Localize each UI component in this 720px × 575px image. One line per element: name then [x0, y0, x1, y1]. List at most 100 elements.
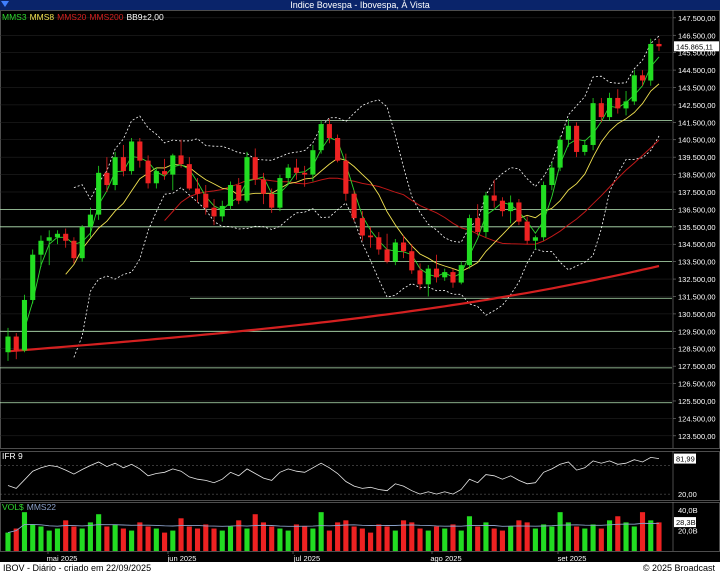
candle-body: [260, 179, 267, 194]
menu-arrow-icon[interactable]: [1, 1, 9, 7]
candle-body: [574, 125, 580, 152]
volume-bar: [79, 528, 85, 551]
volume-bar: [400, 520, 407, 551]
candle-body: [433, 268, 440, 278]
candle-body: [244, 157, 250, 201]
candle-body: [269, 193, 275, 208]
y-tick-label: 125.500,00: [678, 397, 716, 406]
ifr-tick-label: 20,00: [678, 490, 697, 499]
chart-area[interactable]: 123.500,00 124.500,00 125.500,00 126.500,00…: [0, 10, 720, 562]
candle-body: [145, 160, 151, 184]
candle-body: [475, 218, 481, 233]
volume-tick-label: 20,0B: [678, 527, 698, 536]
volume-bar: [63, 520, 69, 551]
volume-bar: [392, 530, 398, 551]
bollinger-lower-line: [73, 135, 660, 358]
volume-bar: [87, 522, 93, 551]
volume-bar: [302, 526, 308, 551]
candle-body: [400, 242, 407, 252]
candle-body: [13, 336, 19, 351]
volume-bar: [203, 524, 209, 551]
candle-body: [466, 218, 473, 266]
bollinger-upper-line: [73, 35, 660, 243]
candle-body: [277, 178, 283, 208]
candle-body: [5, 336, 11, 353]
candle-body: [458, 265, 464, 283]
y-tick-label: 147.500,00: [678, 14, 716, 23]
candle-body: [491, 195, 497, 201]
ifr-pane: [0, 451, 720, 501]
volume-bar: [565, 522, 571, 551]
window-title: Indice Bovespa - Ibovespa, À Vista: [290, 0, 430, 10]
volume-bar: [648, 520, 654, 551]
volume-bar: [194, 528, 201, 551]
y-tick-label: 124.500,00: [678, 414, 716, 423]
vol-legend-item: VOL$: [2, 502, 24, 512]
x-tick-label: jun 2025: [167, 554, 197, 562]
title-bar: Indice Bovespa - Ibovespa, À Vista: [0, 0, 720, 10]
ifr-value-box: [674, 453, 696, 464]
volume-bar: [326, 530, 332, 551]
y-tick-label: 138.500,00: [678, 171, 716, 180]
volume-bar: [310, 528, 316, 551]
volume-bar: [549, 526, 555, 551]
candle-body: [359, 218, 365, 236]
volume-bar: [285, 530, 291, 551]
main-legend: MMS3 MMS8 MMS20 MMS200 BB9±2,00: [2, 12, 167, 22]
candle-body: [219, 205, 225, 217]
volume-bar: [227, 526, 234, 551]
candle-body: [368, 235, 374, 238]
candle-body: [639, 75, 646, 81]
y-tick-label: 123.500,00: [678, 432, 716, 441]
candle-body: [46, 237, 52, 241]
candle-body: [409, 251, 415, 271]
volume-bar: [162, 532, 168, 551]
ifr-legend: IFR 9: [2, 451, 26, 461]
volume-bar: [631, 526, 637, 551]
candle-body: [30, 254, 36, 300]
y-tick-label: 131.500,00: [678, 292, 716, 301]
candle-body: [499, 200, 505, 212]
y-tick-label: 135.500,00: [678, 223, 716, 232]
volume-bar: [260, 522, 267, 551]
volume-bar: [639, 512, 646, 551]
volume-bar: [598, 528, 604, 551]
y-tick-label: 130.500,00: [678, 310, 716, 319]
y-tick-label: 127.500,00: [678, 362, 716, 371]
y-tick-label: 142.500,00: [678, 101, 716, 110]
candle-body: [252, 157, 258, 180]
volume-bar: [483, 522, 489, 551]
volume-bar: [178, 518, 184, 551]
volume-bar: [384, 526, 390, 551]
candle-body: [203, 193, 209, 208]
volume-bar: [318, 512, 324, 551]
candle-body: [21, 299, 28, 351]
candle-body: [524, 221, 530, 241]
volume-bar: [335, 522, 341, 551]
candle-body: [96, 172, 102, 215]
volume-bar: [376, 524, 382, 551]
volume-bar: [623, 522, 629, 551]
volume-bar: [145, 526, 151, 551]
x-tick-label: set 2025: [558, 554, 587, 562]
candle-body: [483, 195, 489, 233]
volume-bar: [54, 528, 60, 551]
candle-body: [54, 233, 60, 238]
candle-body: [532, 237, 538, 241]
volume-bar: [409, 522, 415, 551]
volume-bar: [137, 522, 143, 551]
candle-body: [178, 155, 184, 165]
volume-bar: [524, 522, 530, 551]
candle-body: [516, 202, 522, 222]
candle-body: [376, 237, 382, 250]
candle-body: [623, 101, 629, 109]
candle-body: [112, 157, 118, 186]
volume-bar: [104, 526, 110, 551]
volume-bar: [442, 528, 448, 551]
candle-body: [120, 157, 126, 172]
candle-body: [557, 139, 563, 168]
candle-body: [450, 272, 456, 283]
candle-body: [79, 226, 85, 259]
y-tick-label: 144.500,00: [678, 66, 716, 75]
candle-body: [71, 240, 77, 259]
